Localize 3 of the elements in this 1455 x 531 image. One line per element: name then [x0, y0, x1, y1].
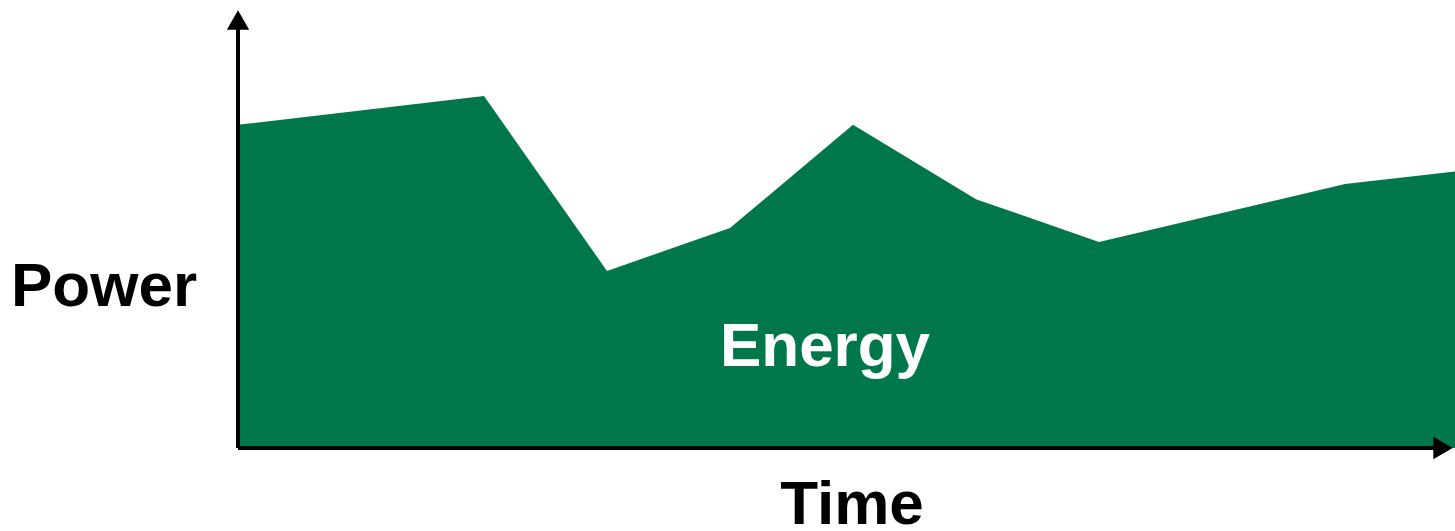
y-axis-title: Power [10, 250, 198, 319]
x-axis-title: Time [780, 468, 924, 531]
annotation: Energy [719, 310, 931, 379]
